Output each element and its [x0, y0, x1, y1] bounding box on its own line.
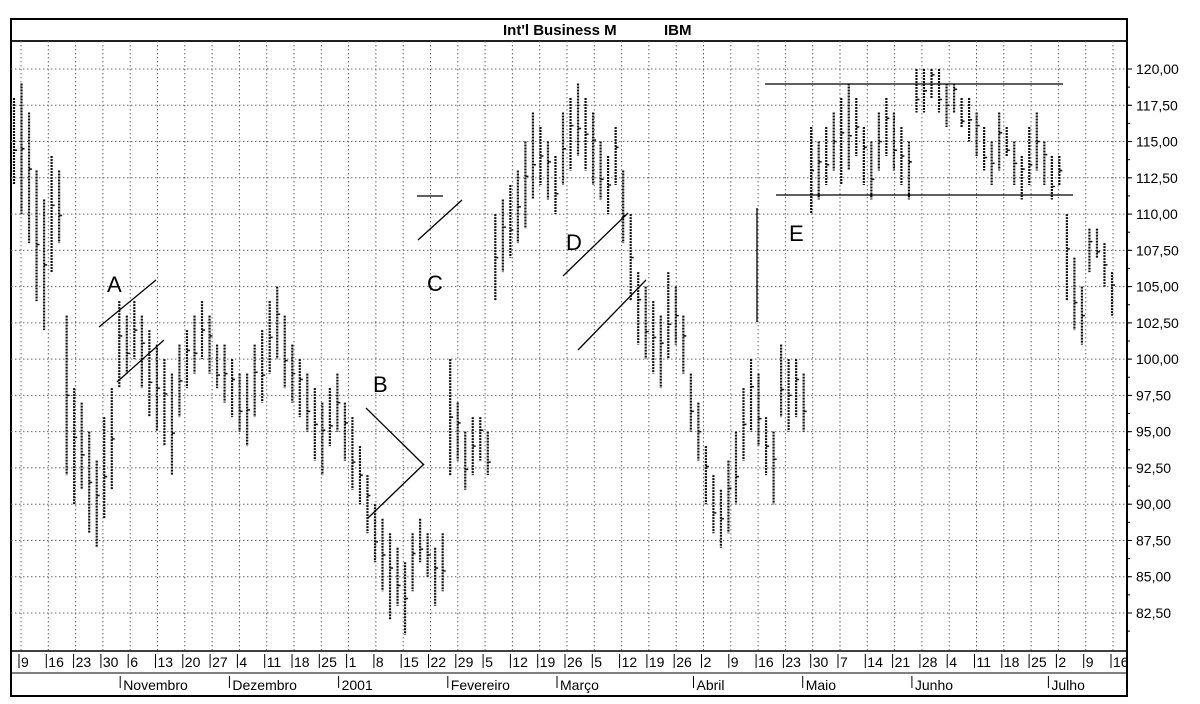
y-tick-label: 100,00 [1136, 351, 1179, 367]
y-tick-label: 107,50 [1136, 242, 1179, 258]
x-day-label: 29 [458, 654, 474, 670]
x-day-label: 20 [185, 654, 201, 670]
x-day-label: 13 [158, 654, 174, 670]
x-day-label: 16 [48, 654, 64, 670]
pattern-a-upper-line [98, 279, 157, 328]
pattern-label-b: B [373, 372, 388, 397]
x-day-label: 28 [922, 654, 938, 670]
x-day-label: 9 [1086, 654, 1094, 670]
x-day-label: 23 [785, 654, 801, 670]
y-tick-label: 85,00 [1136, 569, 1171, 585]
y-tick-label: 95,00 [1136, 424, 1171, 440]
x-month-label: Fevereiro [451, 677, 510, 693]
x-day-label: 18 [1004, 654, 1020, 670]
x-day-label: 8 [376, 654, 384, 670]
pattern-label-d: D [566, 230, 582, 255]
y-tick-label: 120,00 [1136, 61, 1179, 77]
pattern-lines [98, 83, 1073, 519]
x-day-label: 5 [594, 654, 602, 670]
x-day-label: 25 [1031, 654, 1047, 670]
x-day-label: 12 [512, 654, 528, 670]
x-day-label: 11 [267, 654, 282, 670]
x-day-label: 19 [540, 654, 556, 670]
x-day-label: 30 [813, 654, 829, 670]
y-tick-label: 97,50 [1136, 387, 1171, 403]
x-month-label: Novembro [123, 677, 188, 693]
y-tick-label: 105,00 [1136, 279, 1179, 295]
x-month-label: Dezembro [232, 677, 297, 693]
price-bars [12, 69, 1115, 635]
x-day-label: 21 [895, 654, 911, 670]
x-month-label: Junho [915, 677, 953, 693]
x-day-label: 9 [731, 654, 739, 670]
x-day-label: 27 [212, 654, 228, 670]
y-tick-label: 102,50 [1136, 315, 1179, 331]
y-tick-label: 112,50 [1136, 170, 1178, 186]
pattern-d-upper-line [562, 212, 629, 277]
pattern-b-upper-line [365, 407, 425, 466]
x-day-label: 23 [76, 654, 92, 670]
y-tick-label: 90,00 [1136, 496, 1171, 512]
x-day-label: 16 [1113, 654, 1129, 670]
y-tick-label: 115,00 [1136, 134, 1178, 150]
y-tick-label: 110,00 [1136, 206, 1178, 222]
x-day-label: 11 [977, 654, 992, 670]
x-day-label: 18 [294, 654, 310, 670]
x-day-label: 12 [622, 654, 638, 670]
plot-area [10, 40, 1128, 652]
chart-symbol: IBM [664, 22, 692, 39]
pattern-label-a: A [107, 272, 122, 297]
x-day-label: 2 [1058, 654, 1066, 670]
x-day-label: 5 [485, 654, 493, 670]
x-day-label: 26 [676, 654, 692, 670]
pattern-label-c: C [427, 271, 443, 296]
x-month-label: Julho [1051, 677, 1085, 693]
x-month-label: Abril [697, 677, 725, 693]
x-month-label: 2001 [342, 677, 373, 693]
y-tick-label: 82,50 [1136, 605, 1171, 621]
pattern-a-lower-line [116, 339, 165, 383]
x-day-label: 14 [867, 654, 883, 670]
y-tick-label: 117,50 [1136, 97, 1178, 113]
x-day-label: 19 [649, 654, 665, 670]
x-month-label: Maio [806, 677, 837, 693]
x-day-label: 22 [431, 654, 447, 670]
pattern-d-lower-line [577, 279, 647, 351]
y-axis-ticks: 120,00 117,50 115,00 112,50 110,00 107,50 105,… [1127, 61, 1179, 632]
x-day-label: 6 [130, 654, 138, 670]
x-axis-day-labels: 9 16 23 30 6 13 20 27 4 11 18 25 1 8 15 22 29 5 12 19 26 5 12 1… [18, 654, 1129, 670]
x-day-label: 4 [239, 654, 247, 670]
x-day-label: 25 [321, 654, 337, 670]
x-day-label: 9 [21, 654, 29, 670]
pattern-b-lower-line [367, 463, 425, 519]
x-month-label: Março [560, 677, 599, 693]
x-day-label: 2 [704, 654, 712, 670]
x-axis-month-labels: Novembro Dezembro 2001 Fevereiro Março Abril M… [119, 676, 1085, 693]
pattern-c-lower-line [417, 199, 463, 241]
y-tick-label: 87,50 [1136, 532, 1171, 548]
x-day-label: 1 [349, 654, 357, 670]
pattern-label-e: E [789, 221, 804, 246]
x-day-label: 15 [403, 654, 419, 670]
x-day-label: 4 [949, 654, 957, 670]
y-tick-label: 92,50 [1136, 460, 1171, 476]
x-day-label: 7 [840, 654, 848, 670]
x-day-label: 26 [567, 654, 583, 670]
x-day-label: 30 [103, 654, 119, 670]
x-day-label: 16 [758, 654, 774, 670]
chart-title: Int'l Business M [503, 22, 617, 39]
